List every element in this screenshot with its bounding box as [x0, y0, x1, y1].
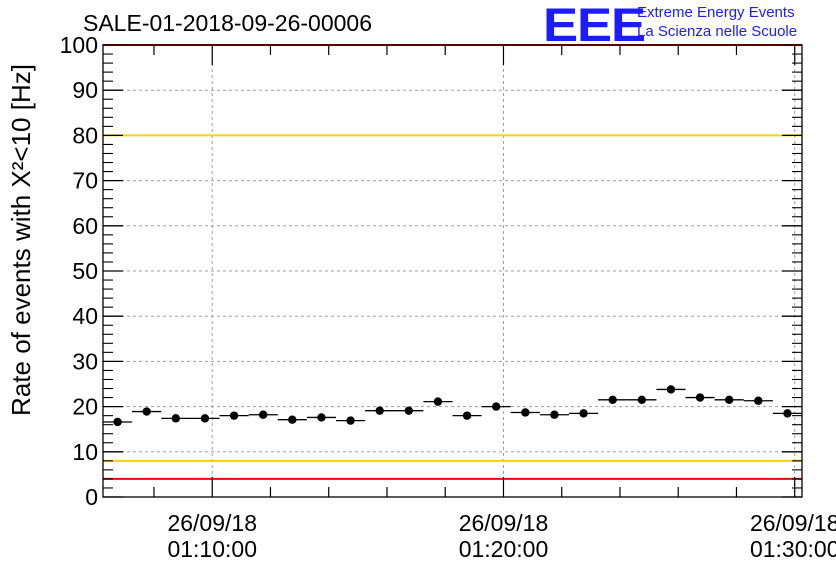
- data-point: [550, 410, 559, 419]
- y-axis-label: Rate of events with X²<10 [Hz]: [6, 64, 36, 416]
- y-tick-label: 70: [72, 168, 98, 194]
- x-axis-ticks: 26/09/1801:10:0026/09/1801:20:0026/09/18…: [153, 45, 836, 562]
- data-point: [491, 402, 501, 411]
- data-point: [142, 407, 151, 416]
- data-point: [288, 415, 297, 424]
- data-point: [433, 397, 443, 406]
- logo-caption: Extreme Energy Events La Scienza nelle S…: [637, 3, 797, 41]
- data-point: [171, 414, 181, 423]
- data-point: [113, 417, 122, 427]
- x-tick-date-label: 26/09/18: [167, 510, 257, 536]
- data-point: [521, 408, 530, 417]
- data-point: [783, 409, 792, 418]
- y-tick-label: 100: [60, 32, 98, 58]
- data-point: [258, 410, 268, 419]
- data-point: [637, 395, 647, 405]
- threshold-lines: [103, 44, 802, 480]
- y-tick-label: 10: [72, 439, 98, 465]
- x-tick-time-label: 01:10:00: [167, 536, 257, 562]
- x-tick-time-label: 01:30:00: [750, 536, 836, 562]
- y-tick-label: 60: [72, 213, 98, 239]
- data-point: [579, 409, 588, 418]
- eee-logo: EEE: [543, 0, 646, 51]
- grid-lines: [103, 45, 802, 497]
- data-point: [462, 411, 472, 420]
- y-tick-label: 80: [72, 122, 98, 148]
- data-point: [404, 406, 414, 415]
- data-point: [229, 411, 239, 420]
- data-point: [666, 385, 676, 394]
- y-tick-label: 30: [72, 348, 98, 374]
- data-point: [200, 414, 210, 423]
- y-tick-label: 40: [72, 303, 98, 329]
- data-point: [346, 416, 355, 425]
- data-point: [754, 396, 763, 405]
- y-tick-label: 0: [85, 484, 98, 510]
- data-point: [375, 406, 384, 415]
- x-tick-date-label: 26/09/18: [459, 510, 549, 536]
- y-tick-label: 50: [72, 258, 98, 284]
- y-axis-ticks: 0 10 20 30 40 50 60 70 80 90 100: [60, 32, 802, 510]
- y-tick-label: 20: [72, 394, 98, 420]
- data-point: [724, 395, 734, 405]
- x-tick-time-label: 01:20:00: [459, 536, 549, 562]
- data-point: [695, 393, 705, 402]
- x-tick-date-label: 26/09/18: [750, 510, 836, 536]
- data-point: [317, 413, 326, 422]
- logo-caption-line1: Extreme Energy Events: [637, 4, 795, 21]
- data-points: [103, 385, 802, 427]
- y-tick-label: 90: [72, 77, 98, 103]
- logo-caption-line2: La Scienza nelle Scuole: [637, 23, 798, 40]
- data-point: [608, 395, 617, 405]
- chart-title: SALE-01-2018-09-26-00006: [83, 10, 372, 36]
